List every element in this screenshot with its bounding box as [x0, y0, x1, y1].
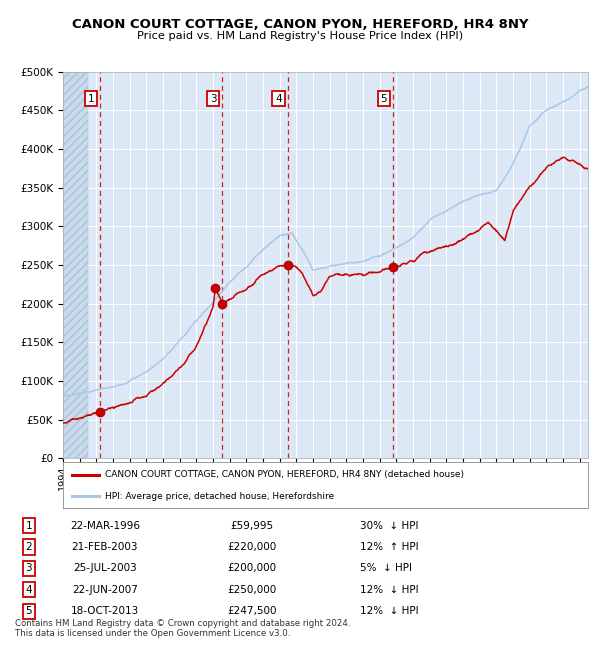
- Text: 22-JUN-2007: 22-JUN-2007: [72, 585, 138, 595]
- Text: £200,000: £200,000: [227, 564, 277, 573]
- Text: 12%  ↑ HPI: 12% ↑ HPI: [360, 542, 419, 552]
- Text: 4: 4: [275, 94, 282, 103]
- Text: 12%  ↓ HPI: 12% ↓ HPI: [360, 585, 419, 595]
- Text: 18-OCT-2013: 18-OCT-2013: [71, 606, 139, 616]
- Text: HPI: Average price, detached house, Herefordshire: HPI: Average price, detached house, Here…: [105, 491, 334, 500]
- Text: Contains HM Land Registry data © Crown copyright and database right 2024.
This d: Contains HM Land Registry data © Crown c…: [15, 619, 350, 638]
- Text: 4: 4: [25, 585, 32, 595]
- Text: 3: 3: [210, 94, 217, 103]
- Text: 22-MAR-1996: 22-MAR-1996: [70, 521, 140, 530]
- Text: £220,000: £220,000: [227, 542, 277, 552]
- Text: 5%  ↓ HPI: 5% ↓ HPI: [360, 564, 412, 573]
- Text: £250,000: £250,000: [227, 585, 277, 595]
- Text: 21-FEB-2003: 21-FEB-2003: [72, 542, 138, 552]
- Text: 5: 5: [25, 606, 32, 616]
- Text: 25-JUL-2003: 25-JUL-2003: [73, 564, 137, 573]
- Text: 3: 3: [25, 564, 32, 573]
- Text: Price paid vs. HM Land Registry's House Price Index (HPI): Price paid vs. HM Land Registry's House …: [137, 31, 463, 41]
- Text: 12%  ↓ HPI: 12% ↓ HPI: [360, 606, 419, 616]
- Text: 5: 5: [380, 94, 387, 103]
- Text: 30%  ↓ HPI: 30% ↓ HPI: [360, 521, 419, 530]
- Text: CANON COURT COTTAGE, CANON PYON, HEREFORD, HR4 8NY (detached house): CANON COURT COTTAGE, CANON PYON, HEREFOR…: [105, 470, 464, 479]
- Text: £247,500: £247,500: [227, 606, 277, 616]
- Text: 1: 1: [88, 94, 94, 103]
- Text: 2: 2: [25, 542, 32, 552]
- Text: £59,995: £59,995: [230, 521, 274, 530]
- Text: 1: 1: [25, 521, 32, 530]
- Text: CANON COURT COTTAGE, CANON PYON, HEREFORD, HR4 8NY: CANON COURT COTTAGE, CANON PYON, HEREFOR…: [72, 18, 528, 31]
